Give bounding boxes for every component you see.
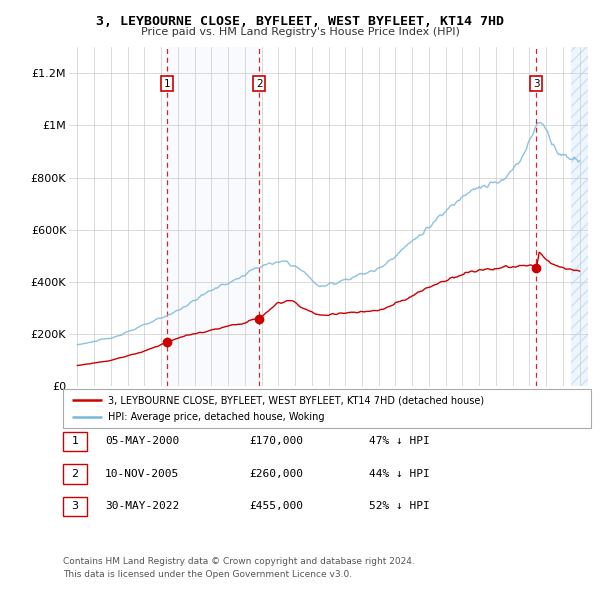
Text: 2: 2	[256, 78, 263, 88]
Text: 05-MAY-2000: 05-MAY-2000	[105, 437, 179, 446]
Text: HPI: Average price, detached house, Woking: HPI: Average price, detached house, Woki…	[108, 412, 325, 422]
Text: 3, LEYBOURNE CLOSE, BYFLEET, WEST BYFLEET, KT14 7HD: 3, LEYBOURNE CLOSE, BYFLEET, WEST BYFLEE…	[96, 15, 504, 28]
Text: 44% ↓ HPI: 44% ↓ HPI	[369, 469, 430, 478]
Text: 3, LEYBOURNE CLOSE, BYFLEET, WEST BYFLEET, KT14 7HD (detached house): 3, LEYBOURNE CLOSE, BYFLEET, WEST BYFLEE…	[108, 395, 484, 405]
Text: 1: 1	[164, 78, 170, 88]
Text: Price paid vs. HM Land Registry's House Price Index (HPI): Price paid vs. HM Land Registry's House …	[140, 27, 460, 37]
Text: This data is licensed under the Open Government Licence v3.0.: This data is licensed under the Open Gov…	[63, 571, 352, 579]
Text: £455,000: £455,000	[249, 502, 303, 511]
Text: 30-MAY-2022: 30-MAY-2022	[105, 502, 179, 511]
Bar	[571, 47, 588, 386]
Text: 3: 3	[533, 78, 539, 88]
Text: 10-NOV-2005: 10-NOV-2005	[105, 469, 179, 478]
Text: 1: 1	[71, 437, 79, 446]
Text: £260,000: £260,000	[249, 469, 303, 478]
Text: £170,000: £170,000	[249, 437, 303, 446]
Text: 47% ↓ HPI: 47% ↓ HPI	[369, 437, 430, 446]
Text: 3: 3	[71, 502, 79, 511]
Text: 2: 2	[71, 469, 79, 478]
Text: Contains HM Land Registry data © Crown copyright and database right 2024.: Contains HM Land Registry data © Crown c…	[63, 558, 415, 566]
Bar	[571, 47, 588, 386]
Text: 52% ↓ HPI: 52% ↓ HPI	[369, 502, 430, 511]
Bar	[167, 47, 259, 386]
